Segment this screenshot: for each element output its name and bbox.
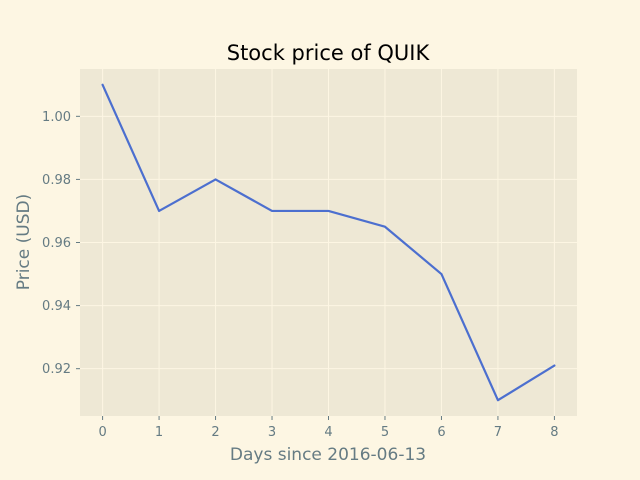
tick-labels: 0 1 2 3 4 5 6 7 8 0.92 0.94 0.96 0.98 1.00 [42, 110, 559, 440]
x-tick-label: 7 [494, 425, 502, 440]
x-tick-label: 8 [550, 425, 558, 440]
x-tick-label: 5 [381, 425, 389, 440]
x-tick-label: 4 [324, 425, 332, 440]
y-axis-label: Price (USD) [14, 194, 34, 290]
grid-lines [76, 69, 577, 420]
x-axis-label: Days since 2016-06-13 [230, 445, 426, 465]
series-line [101, 83, 556, 402]
y-tick-label: 0.94 [42, 299, 71, 314]
y-tick-label: 0.98 [42, 173, 71, 188]
x-tick-label: 2 [211, 425, 219, 440]
x-tick-label: 6 [437, 425, 445, 440]
x-tick-label: 0 [98, 425, 106, 440]
x-tick-label: 1 [155, 425, 163, 440]
x-tick-label: 3 [268, 425, 276, 440]
y-tick-label: 1.00 [42, 110, 71, 125]
chart-title: Stock price of QUIK [227, 41, 431, 65]
y-tick-label: 0.96 [42, 236, 71, 251]
y-tick-label: 0.92 [42, 362, 71, 377]
